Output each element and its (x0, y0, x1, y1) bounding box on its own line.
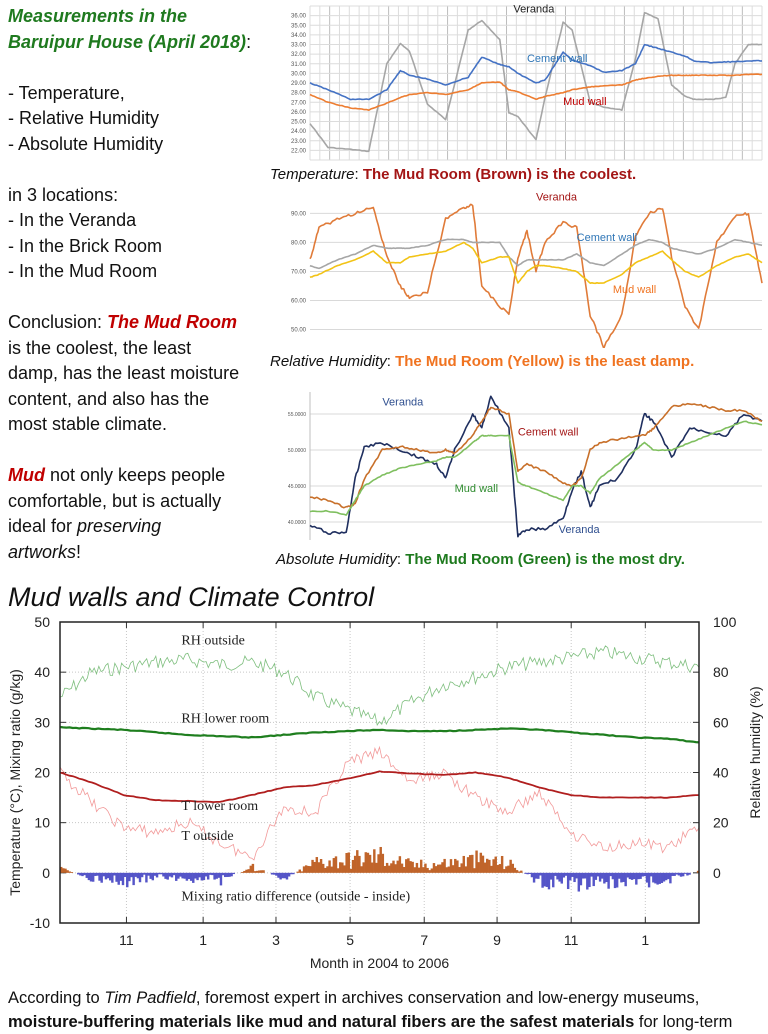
y-tick-label: 30 (34, 714, 50, 730)
y-tick-label: 22.00 (291, 148, 307, 154)
series-line-mud-wall-green- (309, 420, 763, 516)
y-tick-label: 29.00 (291, 81, 307, 87)
series-line-cement-wall-brown- (309, 402, 763, 509)
y-right-tick-label: 20 (713, 815, 729, 831)
y-tick-label: 26.00 (291, 110, 307, 116)
series-label: RH outside (181, 634, 244, 649)
y-tick-label: 70.00 (291, 269, 307, 275)
series-line-veranda-navy- (309, 395, 763, 538)
series-line-veranda (309, 12, 762, 153)
y-tick-label: 25.00 (291, 120, 307, 126)
x-tick-label: 3 (272, 932, 280, 948)
y-axis-title: Temperature (°C), Mixing ratio (g/kg) (7, 669, 23, 896)
section-title: Mud walls and Climate Control (8, 582, 375, 612)
mud-paragraph: Mud not only keeps people comfortable, b… (8, 465, 226, 562)
y-right-tick-label: 80 (713, 664, 729, 680)
y-tick-label: 90.00 (291, 211, 307, 217)
panel-title: Measurements in the Baruipur House (Apri… (8, 6, 252, 52)
chart-grid (310, 413, 762, 523)
series-label: Cement wall (577, 232, 638, 244)
temperature-chart: 22.00 23.00 24.00 25.00 26.00 27.00 28.00 29.00… (291, 4, 763, 161)
y-tick-label: 10 (34, 815, 50, 831)
footer-text: According to Tim Padfield, foremost expe… (8, 989, 733, 1031)
series-line-t-lower-room (59, 770, 699, 804)
series-label: Cement wall (518, 427, 579, 439)
series-label: Veranda (536, 192, 578, 203)
y-tick-label: 50.0000 (288, 448, 306, 454)
series-label: T lower room (181, 799, 258, 814)
y-tick-label: 50 (34, 614, 50, 630)
y-right-tick-label: 100 (713, 614, 737, 630)
y-right-axis-title: Relative humidity (%) (747, 686, 763, 818)
y-tick-label: 24.00 (291, 129, 307, 135)
y-right-tick-label: 0 (713, 865, 721, 881)
y-tick-label: 36.00 (291, 14, 307, 20)
x-tick-label: 11 (119, 932, 134, 948)
series-label: Mud wall (613, 284, 656, 296)
y-tick-label: 40 (34, 664, 50, 680)
series-line-cement-wall (309, 238, 763, 270)
left-text-panel: Measurements in the Baruipur House (Apri… (8, 4, 270, 565)
y-tick-label: 80.00 (291, 240, 307, 246)
series-label: Veranda (382, 396, 424, 408)
series-line-mud-wall (309, 241, 763, 285)
relative-humidity-caption: Relative Humidity: The Mud Room (Yellow)… (270, 353, 695, 370)
plot-frame (59, 621, 700, 924)
series-label: T outside (181, 829, 233, 844)
relative-humidity-chart: 50.00 60.00 70.00 80.00 90.00 Veranda Cement w… (291, 192, 763, 348)
series-line-rh-lower-room (59, 725, 700, 744)
y-tick-label: 27.00 (291, 100, 307, 106)
series-line-veranda (309, 203, 763, 348)
y-tick-label: -10 (30, 915, 50, 931)
x-tick-label: 1 (641, 932, 649, 948)
y-tick-label: 33.00 (291, 43, 307, 49)
y-right-tick-label: 40 (713, 765, 729, 781)
y-tick-label: 45.0000 (288, 484, 306, 490)
y-tick-label: 23.00 (291, 139, 307, 145)
x-tick-label: 7 (420, 932, 428, 948)
x-tick-label: 5 (346, 932, 354, 948)
x-tick-label: 9 (493, 932, 501, 948)
series-label: Veranda (559, 524, 601, 536)
measures-list: - Temperature, - Relative Humidity - Abs… (8, 82, 164, 154)
y-tick-label: 35.00 (291, 23, 307, 29)
series-label: Mud wall (563, 96, 606, 108)
series-label: Mixing ratio difference (outside - insid… (181, 889, 410, 904)
x-tick-label: 1 (199, 932, 207, 948)
y-tick-label: 60.00 (291, 298, 307, 304)
y-tick-label: 28.00 (291, 91, 307, 97)
locations-list: in 3 locations: - In the Veranda - In th… (8, 184, 163, 282)
series-label: Veranda (513, 4, 555, 16)
y-tick-label: 30.00 (291, 71, 307, 77)
y-tick-label: 20 (34, 765, 50, 781)
x-tick-label: 11 (564, 932, 579, 948)
y-tick-label: 34.00 (291, 33, 307, 39)
y-right-tick-label: 60 (713, 714, 729, 730)
series-line-rh-outside (59, 645, 700, 726)
temperature-caption: Temperature: The Mud Room (Brown) is the… (270, 166, 637, 183)
absolute-humidity-caption: Absolute Humidity: The Mud Room (Green) … (276, 551, 685, 568)
series-line-t-outside (59, 745, 700, 861)
y-tick-label: 31.00 (291, 62, 307, 68)
y-tick-label: 55.0000 (288, 412, 306, 418)
x-axis-title: Month in 2004 to 2006 (310, 955, 450, 971)
series-line-mud-wall (309, 73, 763, 111)
series-label: RH lower room (181, 711, 269, 726)
chart-grid (309, 5, 763, 161)
conclusion-paragraph: Conclusion: The Mud Room is the coolest,… (8, 312, 240, 434)
series-line-cement-wall (309, 43, 763, 101)
series-label: Cement wall (527, 53, 588, 65)
y-tick-label: 40.0000 (288, 520, 306, 526)
y-tick-label: 32.00 (291, 52, 307, 58)
series-label: Mud wall (455, 483, 498, 495)
y-tick-label: 50.00 (291, 327, 307, 333)
absolute-humidity-chart: 40.0000 45.0000 50.0000 55.0000 Veranda Cemen… (288, 392, 763, 540)
y-tick-label: 0 (42, 865, 50, 881)
